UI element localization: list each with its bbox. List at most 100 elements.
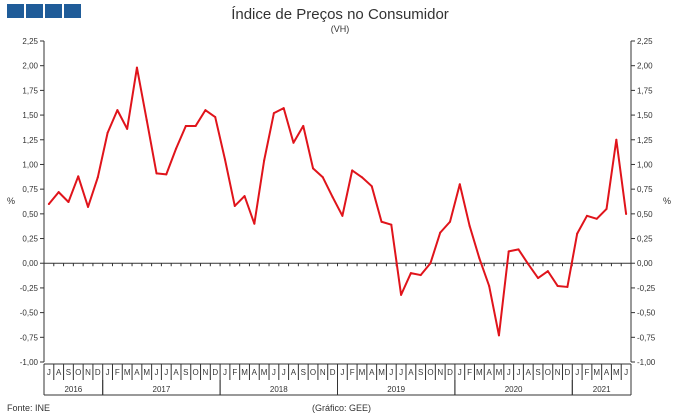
month-label: J bbox=[272, 368, 276, 377]
data-point bbox=[106, 131, 109, 134]
month-label: O bbox=[427, 368, 433, 377]
month-label: J bbox=[223, 368, 227, 377]
data-point bbox=[87, 205, 90, 208]
year-label: 2021 bbox=[593, 385, 611, 394]
data-point bbox=[527, 263, 530, 266]
month-label: F bbox=[232, 368, 237, 377]
y-tick-label-right: 0,50 bbox=[637, 210, 653, 219]
y-tick-label-right: 0,75 bbox=[637, 185, 653, 194]
month-label: M bbox=[241, 368, 248, 377]
data-point bbox=[576, 232, 579, 235]
month-label: A bbox=[369, 368, 375, 377]
data-point bbox=[605, 207, 608, 210]
data-point bbox=[370, 185, 373, 188]
data-point bbox=[214, 116, 217, 119]
logo-block bbox=[26, 4, 43, 18]
data-point bbox=[390, 223, 393, 226]
month-label: A bbox=[408, 368, 414, 377]
month-label: M bbox=[593, 368, 600, 377]
y-tick-label-left: 0,25 bbox=[22, 235, 38, 244]
month-label: S bbox=[301, 368, 306, 377]
y-tick-label-right: -0,50 bbox=[637, 309, 656, 318]
data-point bbox=[67, 200, 70, 203]
month-label: A bbox=[173, 368, 179, 377]
y-tick-label-right: -0,25 bbox=[637, 284, 656, 293]
data-point bbox=[488, 284, 491, 287]
data-point bbox=[282, 107, 285, 110]
data-point bbox=[566, 285, 569, 288]
month-label: J bbox=[340, 368, 344, 377]
y-tick-label-left: -1,00 bbox=[20, 358, 39, 367]
data-point bbox=[341, 214, 344, 217]
month-label: A bbox=[526, 368, 532, 377]
data-point bbox=[77, 175, 80, 178]
data-point bbox=[351, 169, 354, 172]
y-tick-label-right: 1,75 bbox=[637, 86, 653, 95]
data-point bbox=[253, 222, 256, 225]
month-label: O bbox=[310, 368, 316, 377]
y-tick-label-left: -0,25 bbox=[20, 284, 39, 293]
data-point bbox=[194, 124, 197, 127]
month-label: A bbox=[252, 368, 258, 377]
y-tick-label-left: -0,50 bbox=[20, 309, 39, 318]
data-point bbox=[360, 176, 363, 179]
month-label: F bbox=[115, 368, 120, 377]
chart-title: Índice de Preços no Consumidor bbox=[231, 6, 449, 23]
y-tick-label-right: 2,25 bbox=[637, 37, 653, 46]
data-point bbox=[497, 334, 500, 337]
y-tick-label-right: 1,00 bbox=[637, 160, 653, 169]
month-label: N bbox=[85, 368, 91, 377]
year-label: 2020 bbox=[505, 385, 523, 394]
y-tick-label-left: 1,75 bbox=[22, 86, 38, 95]
y-axis-label-right: % bbox=[663, 196, 671, 206]
data-point bbox=[126, 127, 129, 130]
data-point bbox=[47, 202, 50, 205]
y-tick-label-left: -0,75 bbox=[20, 333, 39, 342]
month-label: J bbox=[624, 368, 628, 377]
y-tick-label-right: 1,25 bbox=[637, 136, 653, 145]
data-point bbox=[184, 124, 187, 127]
month-label: D bbox=[447, 368, 453, 377]
month-label: S bbox=[183, 368, 188, 377]
chart-subtitle: (VH) bbox=[330, 24, 350, 34]
data-point bbox=[292, 141, 295, 144]
data-point bbox=[155, 172, 158, 175]
month-label: J bbox=[106, 368, 110, 377]
month-label: M bbox=[124, 368, 131, 377]
data-point bbox=[321, 176, 324, 179]
data-point bbox=[507, 250, 510, 253]
month-label: M bbox=[613, 368, 620, 377]
source-note: Fonte: INE bbox=[7, 403, 51, 413]
y-tick-label-left: 0,50 bbox=[22, 210, 38, 219]
month-label: A bbox=[486, 368, 492, 377]
y-tick-label-left: 1,50 bbox=[22, 111, 38, 120]
y-tick-label-left: 2,00 bbox=[22, 62, 38, 71]
data-point bbox=[223, 158, 226, 161]
data-point bbox=[272, 112, 275, 115]
y-tick-label-left: 1,25 bbox=[22, 136, 38, 145]
month-label: D bbox=[565, 368, 571, 377]
month-label: J bbox=[47, 368, 51, 377]
y-tick-label-right: -0,75 bbox=[637, 333, 656, 342]
data-point bbox=[233, 204, 236, 207]
data-point bbox=[419, 274, 422, 277]
month-label: A bbox=[291, 368, 297, 377]
month-label: M bbox=[496, 368, 503, 377]
data-point bbox=[468, 224, 471, 227]
y-tick-label-right: 2,00 bbox=[637, 62, 653, 71]
year-label: 2016 bbox=[64, 385, 82, 394]
data-point bbox=[546, 270, 549, 273]
data-point bbox=[615, 138, 618, 141]
data-point bbox=[585, 214, 588, 217]
month-label: J bbox=[164, 368, 168, 377]
month-label: N bbox=[320, 368, 326, 377]
month-label: O bbox=[545, 368, 551, 377]
month-label: S bbox=[418, 368, 423, 377]
data-point bbox=[517, 248, 520, 251]
month-label: N bbox=[555, 368, 561, 377]
y-axis-label-left: % bbox=[7, 196, 15, 206]
month-label: J bbox=[575, 368, 579, 377]
data-point bbox=[625, 212, 628, 215]
logo-block bbox=[45, 4, 62, 18]
